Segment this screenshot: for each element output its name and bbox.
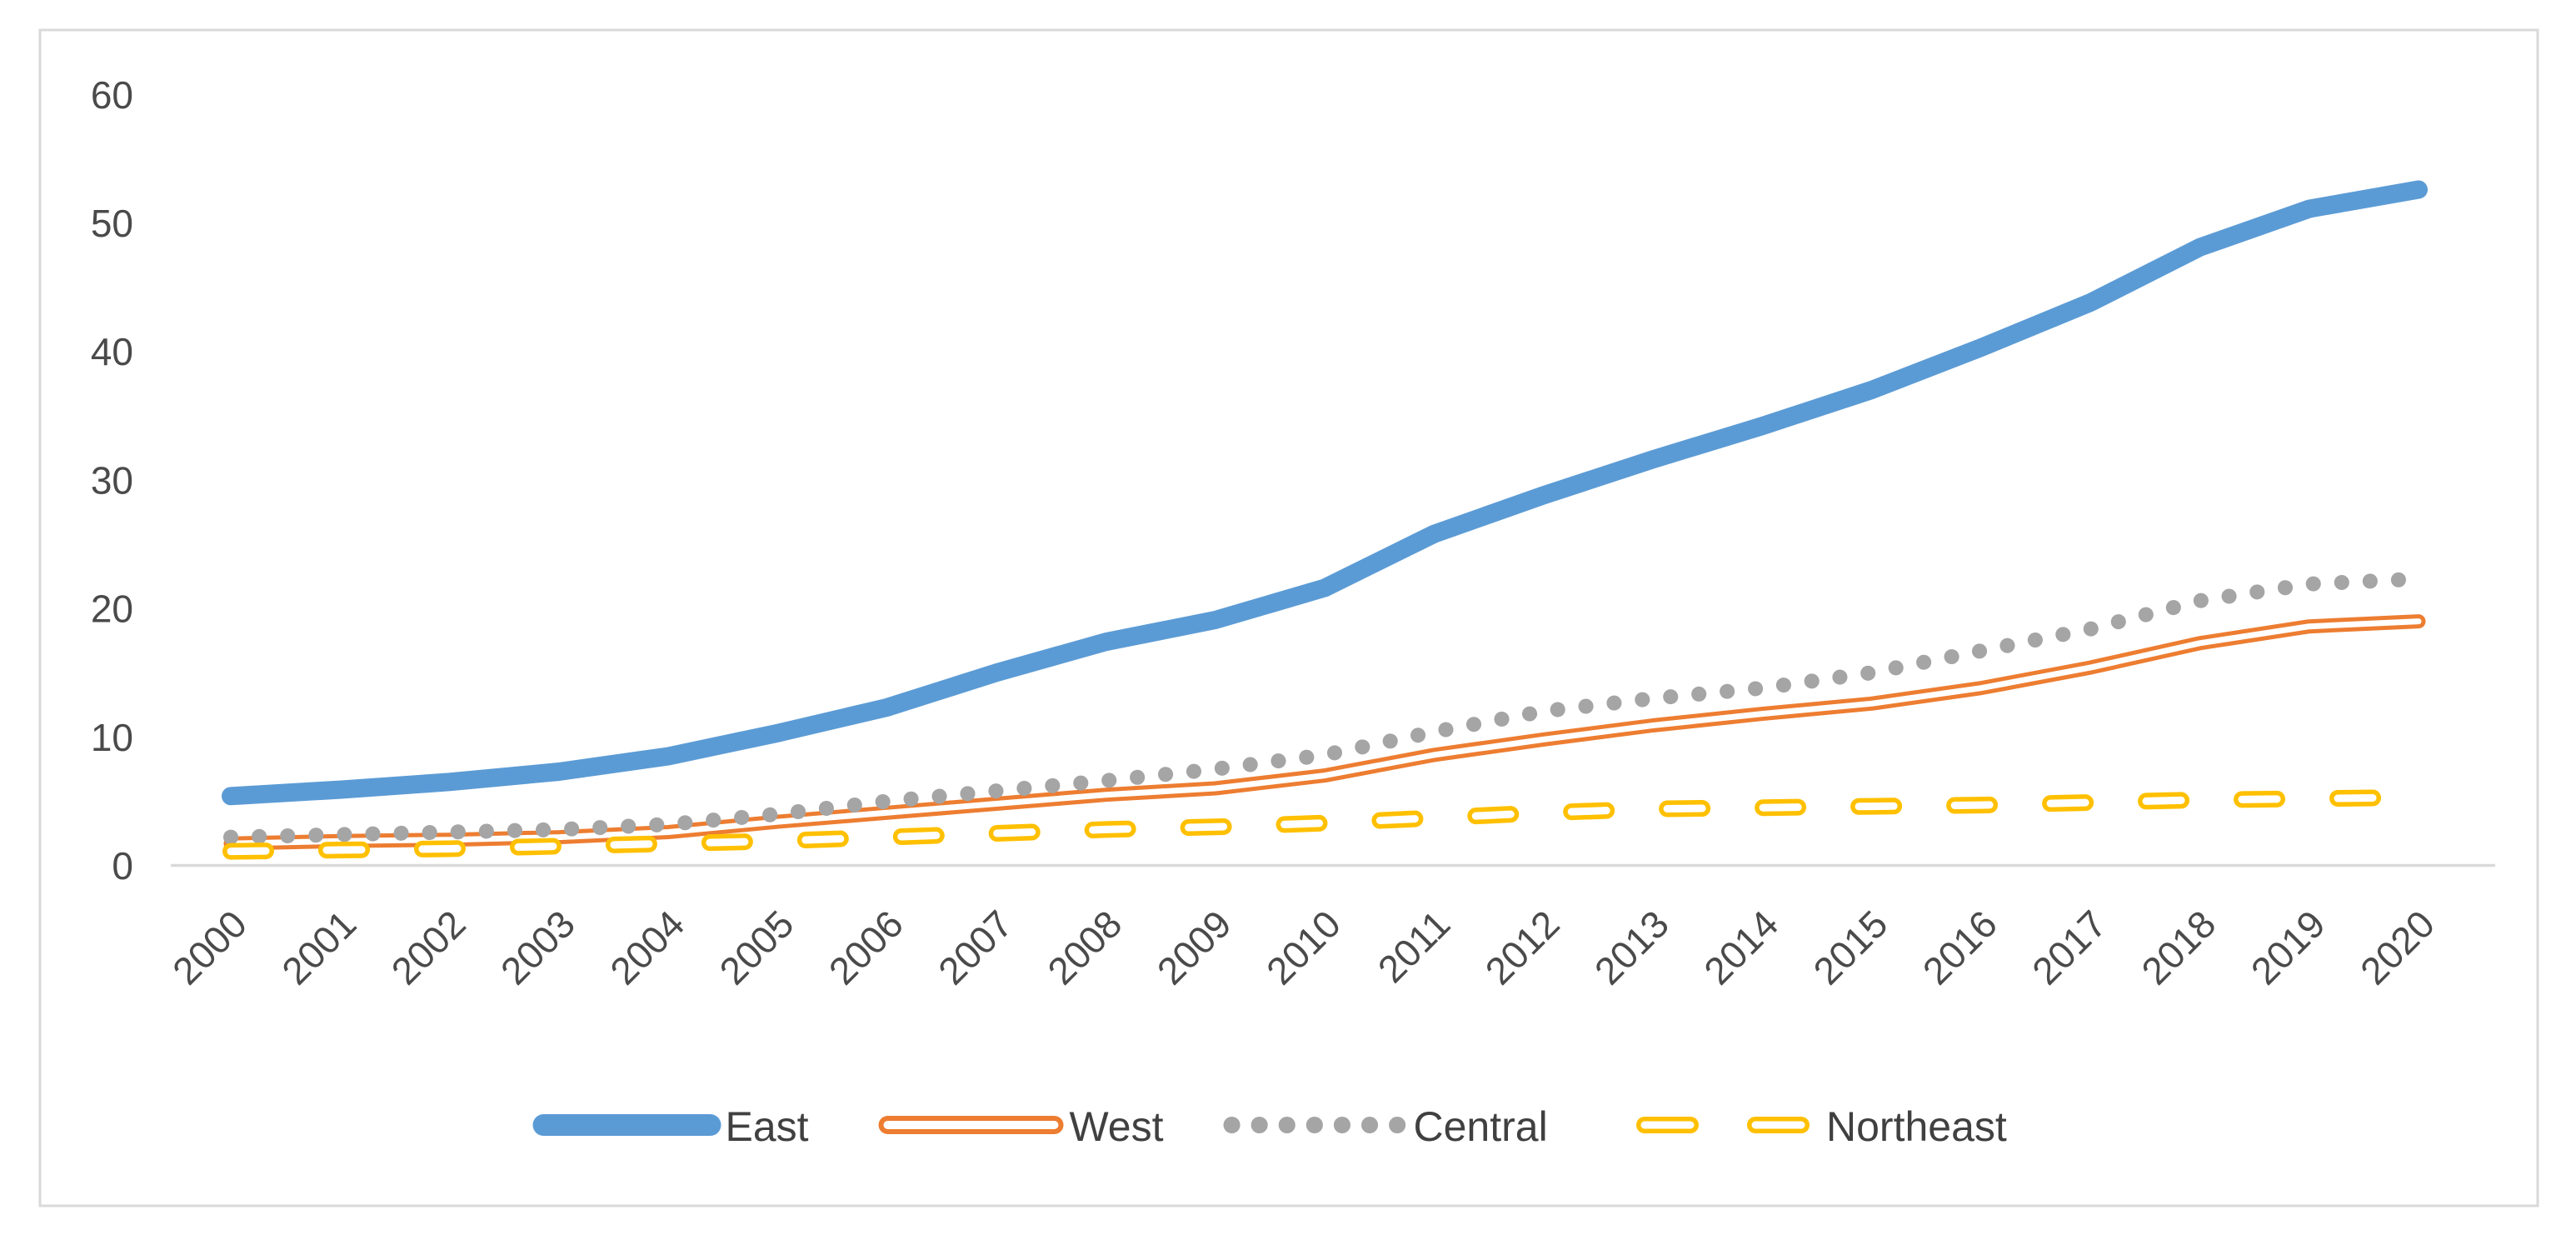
series-line-west-inner (227, 618, 2422, 847)
chart-legend: East West Central Northeast (532, 1103, 2007, 1150)
series-line-northeast-inner (227, 793, 2423, 856)
series-line-central (223, 571, 2426, 845)
legend-label-west: West (1070, 1103, 1164, 1150)
legend-item-central: Central (1223, 1103, 1548, 1150)
y-tick-label-20: 20 (91, 588, 133, 631)
y-tick-label-0: 0 (112, 844, 133, 888)
legend-item-west: West (878, 1103, 1164, 1150)
y-tick-label-40: 40 (91, 330, 133, 373)
y-tick-label-30: 30 (91, 458, 133, 502)
legend-label-northeast: Northeast (1826, 1103, 2007, 1150)
y-tick-label-60: 60 (91, 73, 133, 117)
y-tick-label-50: 50 (91, 202, 133, 245)
series-line-east (222, 180, 2428, 806)
legend-label-east: East (726, 1103, 809, 1150)
legend-label-central: Central (1414, 1103, 1548, 1150)
y-tick-label-10: 10 (91, 716, 133, 759)
legend-item-northeast: Northeast (1636, 1103, 2007, 1150)
series-lines (222, 180, 2428, 860)
y-axis-tick-labels: 0 10 20 30 40 50 60 (91, 73, 133, 888)
chart-border (38, 28, 2539, 1208)
legend-item-east: East (532, 1103, 809, 1150)
